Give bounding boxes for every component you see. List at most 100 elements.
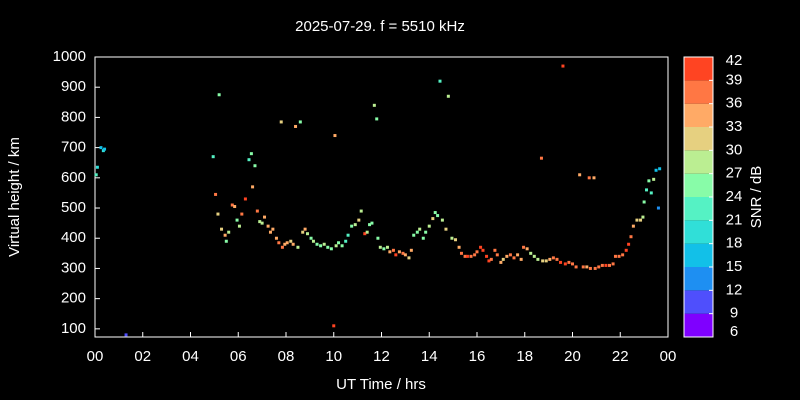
colorbar-tick-label: 6 [730,323,738,340]
data-point [541,259,545,263]
data-point [309,236,313,240]
data-point [418,227,422,231]
data-point [363,232,367,236]
data-point [519,257,523,261]
y-tick-label: 900 [61,78,86,95]
data-point [427,224,431,228]
colorbar-tick-label: 12 [726,281,743,298]
data-point [433,211,437,215]
data-point [224,239,228,243]
data-point [463,254,467,258]
data-point [617,254,621,258]
data-point [627,242,631,246]
x-tick-label: 12 [373,348,390,365]
data-point [315,242,319,246]
data-point [592,176,596,180]
data-point [274,236,278,240]
data-point [654,168,658,172]
data-point [436,214,440,218]
colorbar-block [684,267,713,291]
data-point [578,173,582,177]
colorbar-tick-label: 21 [726,211,743,228]
y-tick-label: 700 [61,139,86,156]
x-tick-label: 16 [469,348,486,365]
data-point [378,245,382,249]
data-point [608,263,612,267]
data-point [516,253,520,257]
data-point [525,247,529,251]
data-point [253,164,257,168]
colorbar-block [684,150,713,174]
colorbar-block [684,220,713,244]
data-point [635,218,639,222]
data-point [412,233,416,237]
colorbar-block [684,243,713,267]
data-point [421,236,425,240]
data-point [294,124,298,128]
data-point [652,177,656,181]
data-point [217,93,221,97]
y-axis-label: Virtual height / km [6,137,23,257]
data-point [357,218,361,222]
data-point [469,254,473,258]
x-tick-label: 14 [421,348,438,365]
data-point [475,250,479,254]
data-point [440,218,444,222]
data-point [334,244,338,248]
data-point [481,248,485,252]
data-point [450,236,454,240]
data-point [403,253,407,257]
data-point [539,156,543,160]
data-point [479,245,483,249]
colorbar-block [684,127,713,151]
data-point [656,206,660,210]
data-point [368,223,372,227]
data-point [326,245,330,249]
data-point [391,248,395,252]
data-point [233,205,237,209]
data-point [376,236,380,240]
data-point [397,250,401,254]
data-point [645,188,649,192]
data-point [235,218,239,222]
colorbar-block [684,80,713,104]
colorbar-block [684,197,713,221]
data-point [350,224,354,228]
data-point [332,324,336,328]
y-tick-label: 300 [61,259,86,276]
data-point [588,266,592,270]
data-point [266,224,270,228]
data-point [559,260,563,264]
y-tick-label: 800 [61,108,86,125]
data-point [501,257,505,261]
data-point [277,241,281,245]
data-point [285,241,289,245]
data-point [95,165,99,169]
colorbar-block [684,173,713,197]
data-point [305,232,309,236]
data-point [319,244,323,248]
y-tick-label: 100 [61,320,86,337]
data-point [587,176,591,180]
data-point [438,79,442,83]
data-point [574,265,578,269]
data-point [454,238,458,242]
data-point [322,242,326,246]
data-point [359,209,363,213]
data-point [214,192,218,196]
data-point [385,245,389,249]
y-tick-label: 500 [61,199,86,216]
data-point [658,167,662,171]
data-point [337,241,341,245]
data-point [536,257,540,261]
y-tick-label: 200 [61,290,86,307]
data-point [370,221,374,225]
data-point [585,265,589,269]
data-point [271,227,275,231]
data-point [283,242,287,246]
data-point [211,155,215,159]
data-point [446,94,450,98]
colorbar-block [684,103,713,127]
